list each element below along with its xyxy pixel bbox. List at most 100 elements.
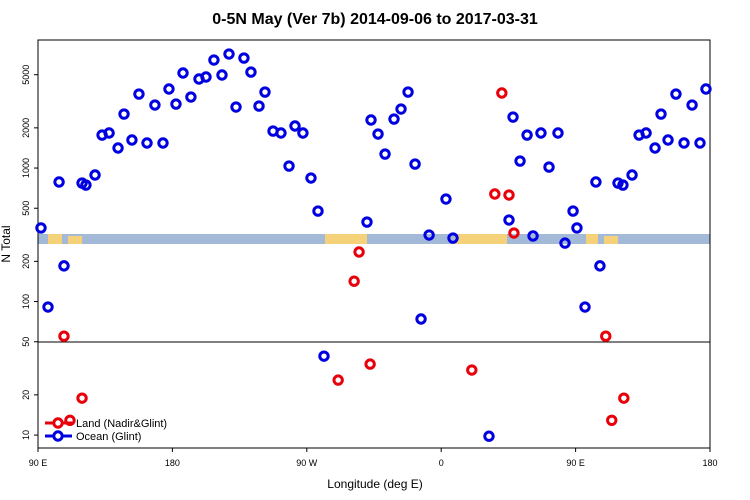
point (559, 237, 571, 249)
point (80, 179, 92, 191)
point (364, 358, 376, 370)
land-strip (455, 234, 507, 244)
y-tick-label: 500 (21, 201, 31, 216)
point (133, 88, 145, 100)
point (535, 127, 547, 139)
point (600, 330, 612, 342)
point (208, 54, 220, 66)
x-tick-label: 90 W (296, 458, 318, 468)
point (365, 114, 377, 126)
y-axis-label: N Total (0, 225, 13, 262)
point (694, 137, 706, 149)
y-tick-label: 100 (21, 294, 31, 309)
point (423, 229, 435, 241)
point (275, 127, 287, 139)
point (76, 392, 88, 404)
point (640, 127, 652, 139)
point (440, 193, 452, 205)
point (149, 99, 161, 111)
point (579, 301, 591, 313)
point (126, 134, 138, 146)
point (185, 91, 197, 103)
point (496, 87, 508, 99)
point (283, 160, 295, 172)
point (395, 103, 407, 115)
point (409, 158, 421, 170)
point (361, 216, 373, 228)
point (245, 66, 257, 78)
x-tick-label: 90 E (29, 458, 48, 468)
point (447, 232, 459, 244)
point (64, 414, 76, 426)
legend-label: Land (Nadir&Glint) (76, 418, 167, 430)
y-tick-label: 200 (21, 254, 31, 269)
point (388, 113, 400, 125)
chart-title: 0-5N May (Ver 7b) 2014-09-06 to 2017-03-… (212, 11, 538, 28)
land-strip (604, 236, 618, 244)
point (238, 52, 250, 64)
point (521, 129, 533, 141)
point (662, 134, 674, 146)
point (606, 414, 618, 426)
point (489, 188, 501, 200)
point (372, 128, 384, 140)
point (552, 127, 564, 139)
point (297, 127, 309, 139)
point (348, 275, 360, 287)
point (216, 69, 228, 81)
point (118, 108, 130, 120)
y-tick-label: 50 (21, 337, 31, 347)
point (58, 330, 70, 342)
point (655, 108, 667, 120)
legend-swatch-marker (52, 417, 64, 429)
point (508, 227, 520, 239)
point (163, 83, 175, 95)
point (53, 176, 65, 188)
land-strip (325, 234, 367, 244)
point (305, 172, 317, 184)
point (700, 83, 712, 95)
point (230, 101, 242, 113)
point (402, 86, 414, 98)
point (318, 350, 330, 362)
point (686, 99, 698, 111)
point (503, 214, 515, 226)
point (177, 67, 189, 79)
point (253, 100, 265, 112)
point (670, 88, 682, 100)
point (571, 222, 583, 234)
point (543, 161, 555, 173)
point (200, 71, 212, 83)
point (379, 148, 391, 160)
point (332, 374, 344, 386)
plot-frame (37, 39, 711, 449)
x-tick-label: 90 E (566, 458, 585, 468)
point (590, 176, 602, 188)
legend-label: Ocean (Glint) (76, 431, 141, 443)
point (35, 222, 47, 234)
point (42, 301, 54, 313)
point (483, 430, 495, 442)
point (112, 142, 124, 154)
point (649, 142, 661, 154)
point (141, 137, 153, 149)
x-tick-label: 180 (702, 458, 717, 468)
y-tick-label: 5000 (21, 65, 31, 85)
land-strip (68, 236, 82, 244)
point (466, 364, 478, 376)
x-tick-label: 180 (165, 458, 180, 468)
y-tick-label: 2000 (21, 118, 31, 138)
point (567, 205, 579, 217)
point (223, 48, 235, 60)
y-tick-label: 10 (21, 430, 31, 440)
point (527, 230, 539, 242)
point (618, 392, 630, 404)
point (507, 111, 519, 123)
point (289, 120, 301, 132)
y-tick-label: 20 (21, 390, 31, 400)
point (415, 313, 427, 325)
y-tick-label: 1000 (21, 158, 31, 178)
